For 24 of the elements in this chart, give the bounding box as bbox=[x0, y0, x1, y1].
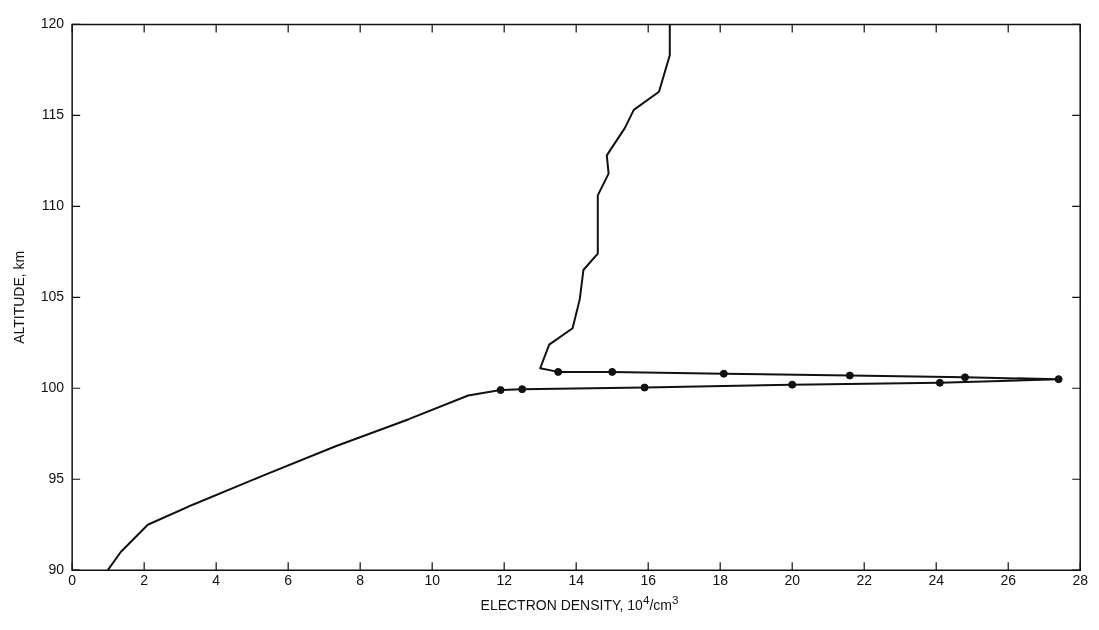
y-tick-label: 120 bbox=[40, 15, 65, 32]
y-tick-label: 110 bbox=[41, 197, 65, 214]
y-axis-title: ALTITUDE, km bbox=[11, 250, 28, 344]
x-tick-label: 2 bbox=[140, 572, 149, 589]
x-tick-label: 18 bbox=[712, 572, 729, 589]
x-tick-label: 14 bbox=[568, 572, 585, 589]
x-tick-label: 20 bbox=[784, 572, 801, 589]
x-tick-label: 4 bbox=[212, 572, 221, 589]
y-tick-label: 95 bbox=[48, 470, 65, 487]
x-axis-title: ELECTRON DENSITY, 10$^{4}$/cm$^{3}$ bbox=[479, 593, 680, 613]
y-tick-label: 115 bbox=[41, 106, 65, 123]
x-tick-label: 22 bbox=[856, 572, 873, 589]
x-tick-label: 12 bbox=[496, 572, 513, 589]
x-tick-label: 0 bbox=[68, 572, 77, 589]
x-tick-label: 24 bbox=[928, 572, 945, 589]
x-tick-label: 6 bbox=[284, 572, 293, 589]
y-tick-label: 90 bbox=[48, 561, 65, 578]
y-tick-label: 105 bbox=[40, 288, 65, 305]
x-tick-label: 26 bbox=[1000, 572, 1017, 589]
y-tick-label: 100 bbox=[40, 379, 65, 396]
x-tick-label: 10 bbox=[424, 572, 441, 589]
x-tick-label: 16 bbox=[640, 572, 657, 589]
x-tick-label: 8 bbox=[356, 572, 365, 589]
x-tick-label: 28 bbox=[1072, 572, 1089, 589]
